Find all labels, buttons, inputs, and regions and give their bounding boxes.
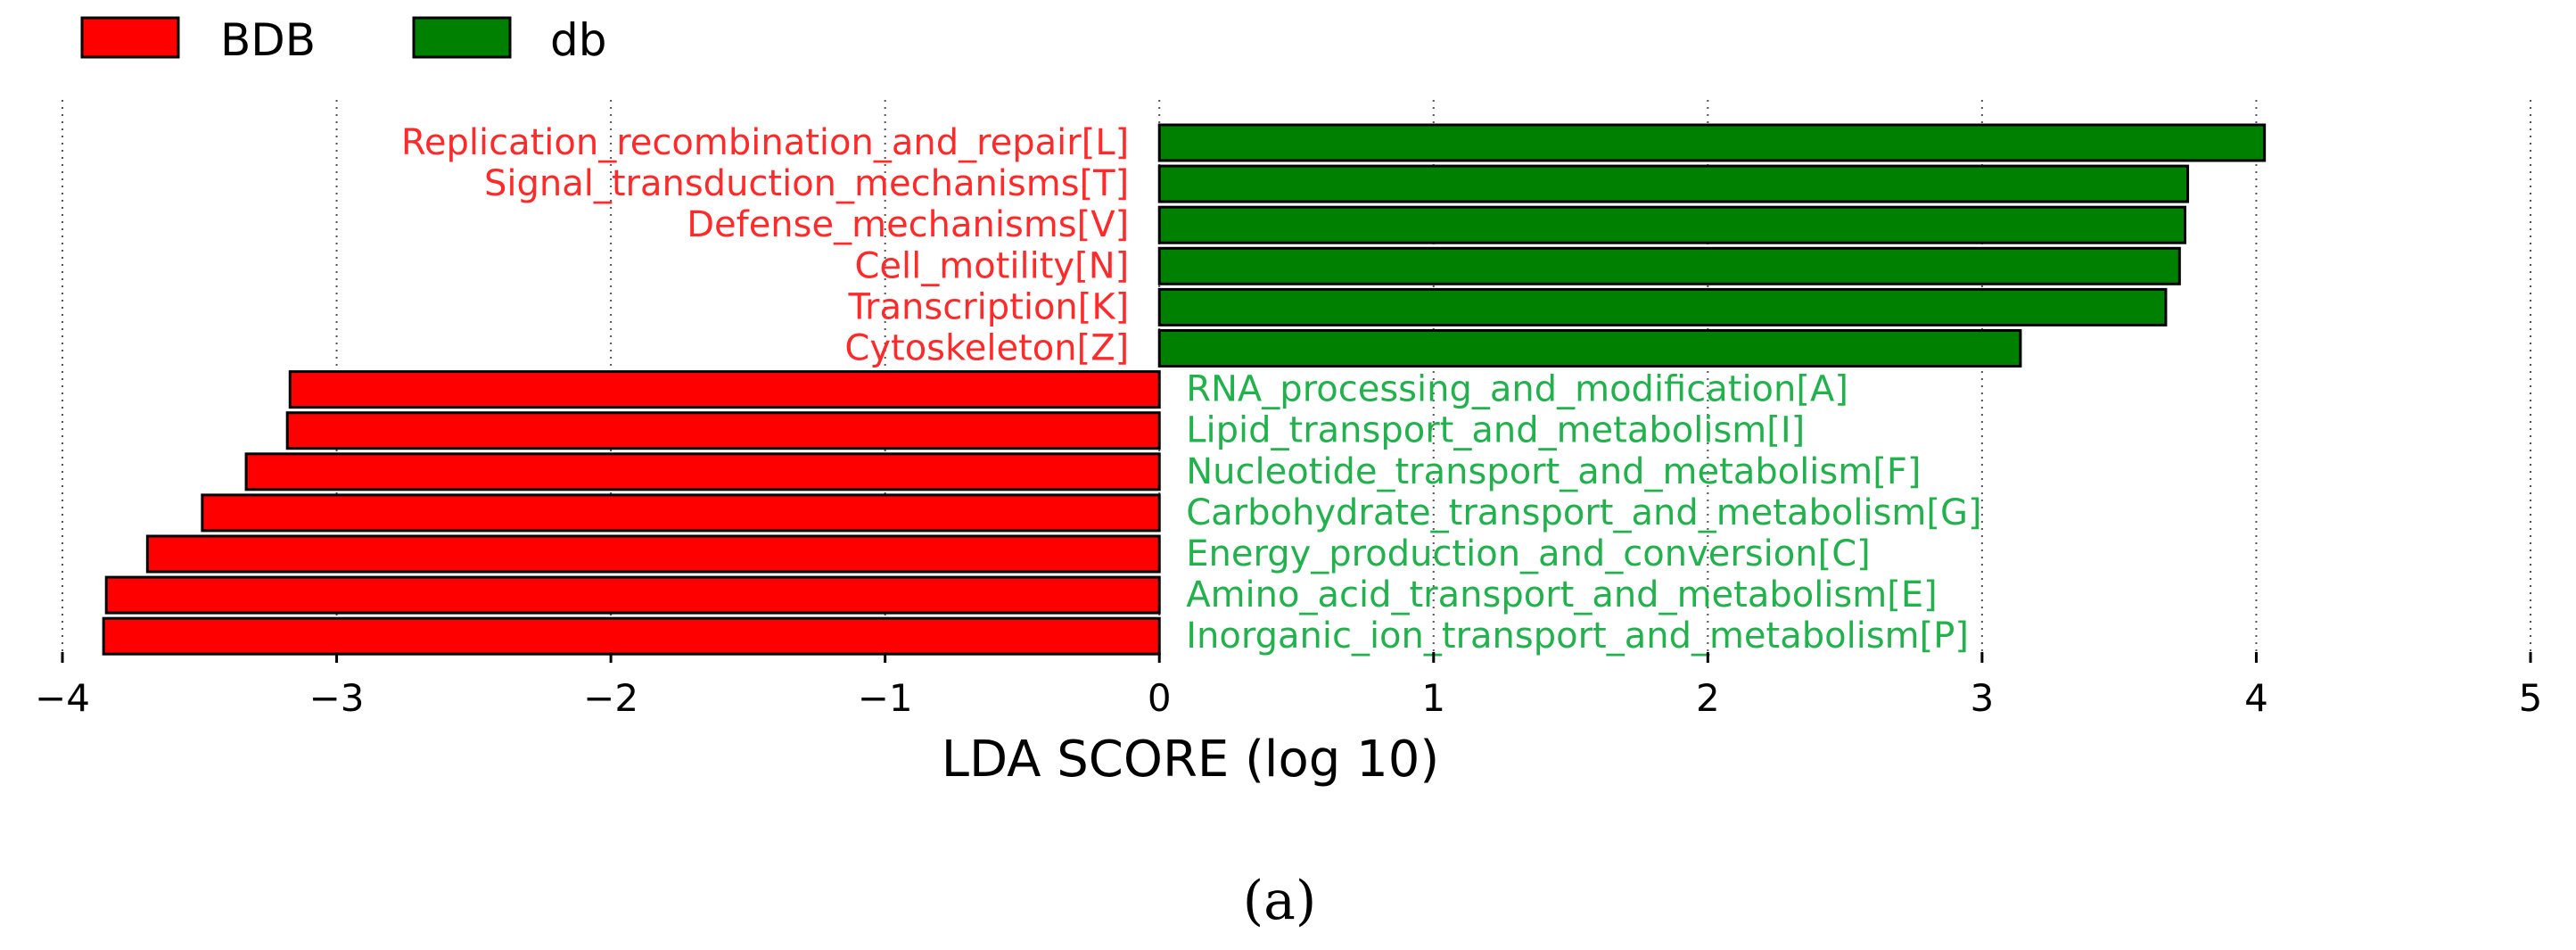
bar-label-Inorganic_ion_transport_and_metabolism[P]: Inorganic_ion_transport_and_metabolism[P…	[1186, 615, 1969, 657]
bar-Lipid_transport_and_metabolism[I]	[285, 411, 1161, 450]
bar-Inorganic_ion_transport_and_metabolism[P]	[102, 616, 1161, 656]
x-tick-label-6: 2	[1696, 676, 1720, 720]
bar-label-Lipid_transport_and_metabolism[I]: Lipid_transport_and_metabolism[I]	[1186, 410, 1805, 451]
x-tick-label-5: 1	[1421, 676, 1445, 720]
bar-RNA_processing_and_modification[A]	[288, 370, 1161, 409]
x-tick-label-4: 0	[1148, 676, 1172, 720]
bar-Energy_production_and_conversion[C]	[145, 534, 1161, 574]
bar-Replication_recombination_and_repair[L]	[1157, 123, 2267, 162]
bar-Transcription[K]	[1157, 287, 2168, 326]
bar-label-Amino_acid_transport_and_metabolism[E]: Amino_acid_transport_and_metabolism[E]	[1186, 574, 1938, 615]
figure-caption: (a)	[1243, 870, 1317, 932]
bar-label-Defense_mechanisms[V]: Defense_mechanisms[V]	[687, 204, 1129, 245]
bar-Signal_transduction_mechanisms[T]	[1157, 164, 2190, 203]
bar-label-Cell_motility[N]: Cell_motility[N]	[855, 245, 1130, 286]
x-tick-label-2: −2	[583, 676, 638, 720]
legend-swatch-bdb	[80, 16, 180, 59]
bar-label-Transcription[K]: Transcription[K]	[848, 286, 1130, 327]
bar-Cytoskeleton[Z]	[1157, 329, 2022, 368]
bar-label-Carbohydrate_transport_and_metabolism[G]: Carbohydrate_transport_and_metabolism[G]	[1186, 492, 1981, 533]
legend-label-db: db	[550, 14, 606, 66]
x-tick-label-0: −4	[35, 676, 90, 720]
legend-label-bdb: BDB	[220, 14, 316, 66]
x-tick-label-1: −3	[309, 676, 365, 720]
x-tick-label-8: 4	[2244, 676, 2268, 720]
bar-Cell_motility[N]	[1157, 246, 2181, 285]
legend-swatch-db	[412, 16, 512, 59]
bars	[102, 123, 2267, 656]
bar-label-Replication_recombination_and_repair[L]: Replication_recombination_and_repair[L]	[401, 122, 1129, 163]
x-tick-label-3: −1	[858, 676, 913, 720]
bar-Carbohydrate_transport_and_metabolism[G]	[201, 493, 1161, 533]
x-axis: −4 −3 −2 −1 0 1 2 3 4 5	[35, 652, 2542, 720]
legend: BDB db	[80, 14, 606, 66]
x-tick-label-7: 3	[1971, 676, 1995, 720]
bar-label-RNA_processing_and_modification[A]: RNA_processing_and_modification[A]	[1186, 369, 1848, 410]
bar-label-Signal_transduction_mechanisms[T]: Signal_transduction_mechanisms[T]	[484, 163, 1129, 204]
bar-labels: Replication_recombination_and_repair[L]S…	[401, 122, 1982, 657]
x-tick-label-9: 5	[2519, 676, 2543, 720]
bar-Defense_mechanisms[V]	[1157, 205, 2186, 244]
bar-label-Energy_production_and_conversion[C]: Energy_production_and_conversion[C]	[1186, 533, 1871, 574]
x-axis-label: LDA SCORE (log 10)	[942, 731, 1439, 789]
bar-label-Cytoskeleton[Z]: Cytoskeleton[Z]	[844, 328, 1129, 369]
bar-label-Nucleotide_transport_and_metabolism[F]: Nucleotide_transport_and_metabolism[F]	[1186, 451, 1921, 492]
bar-Amino_acid_transport_and_metabolism[E]	[104, 575, 1161, 615]
bar-Nucleotide_transport_and_metabolism[F]	[244, 452, 1161, 492]
